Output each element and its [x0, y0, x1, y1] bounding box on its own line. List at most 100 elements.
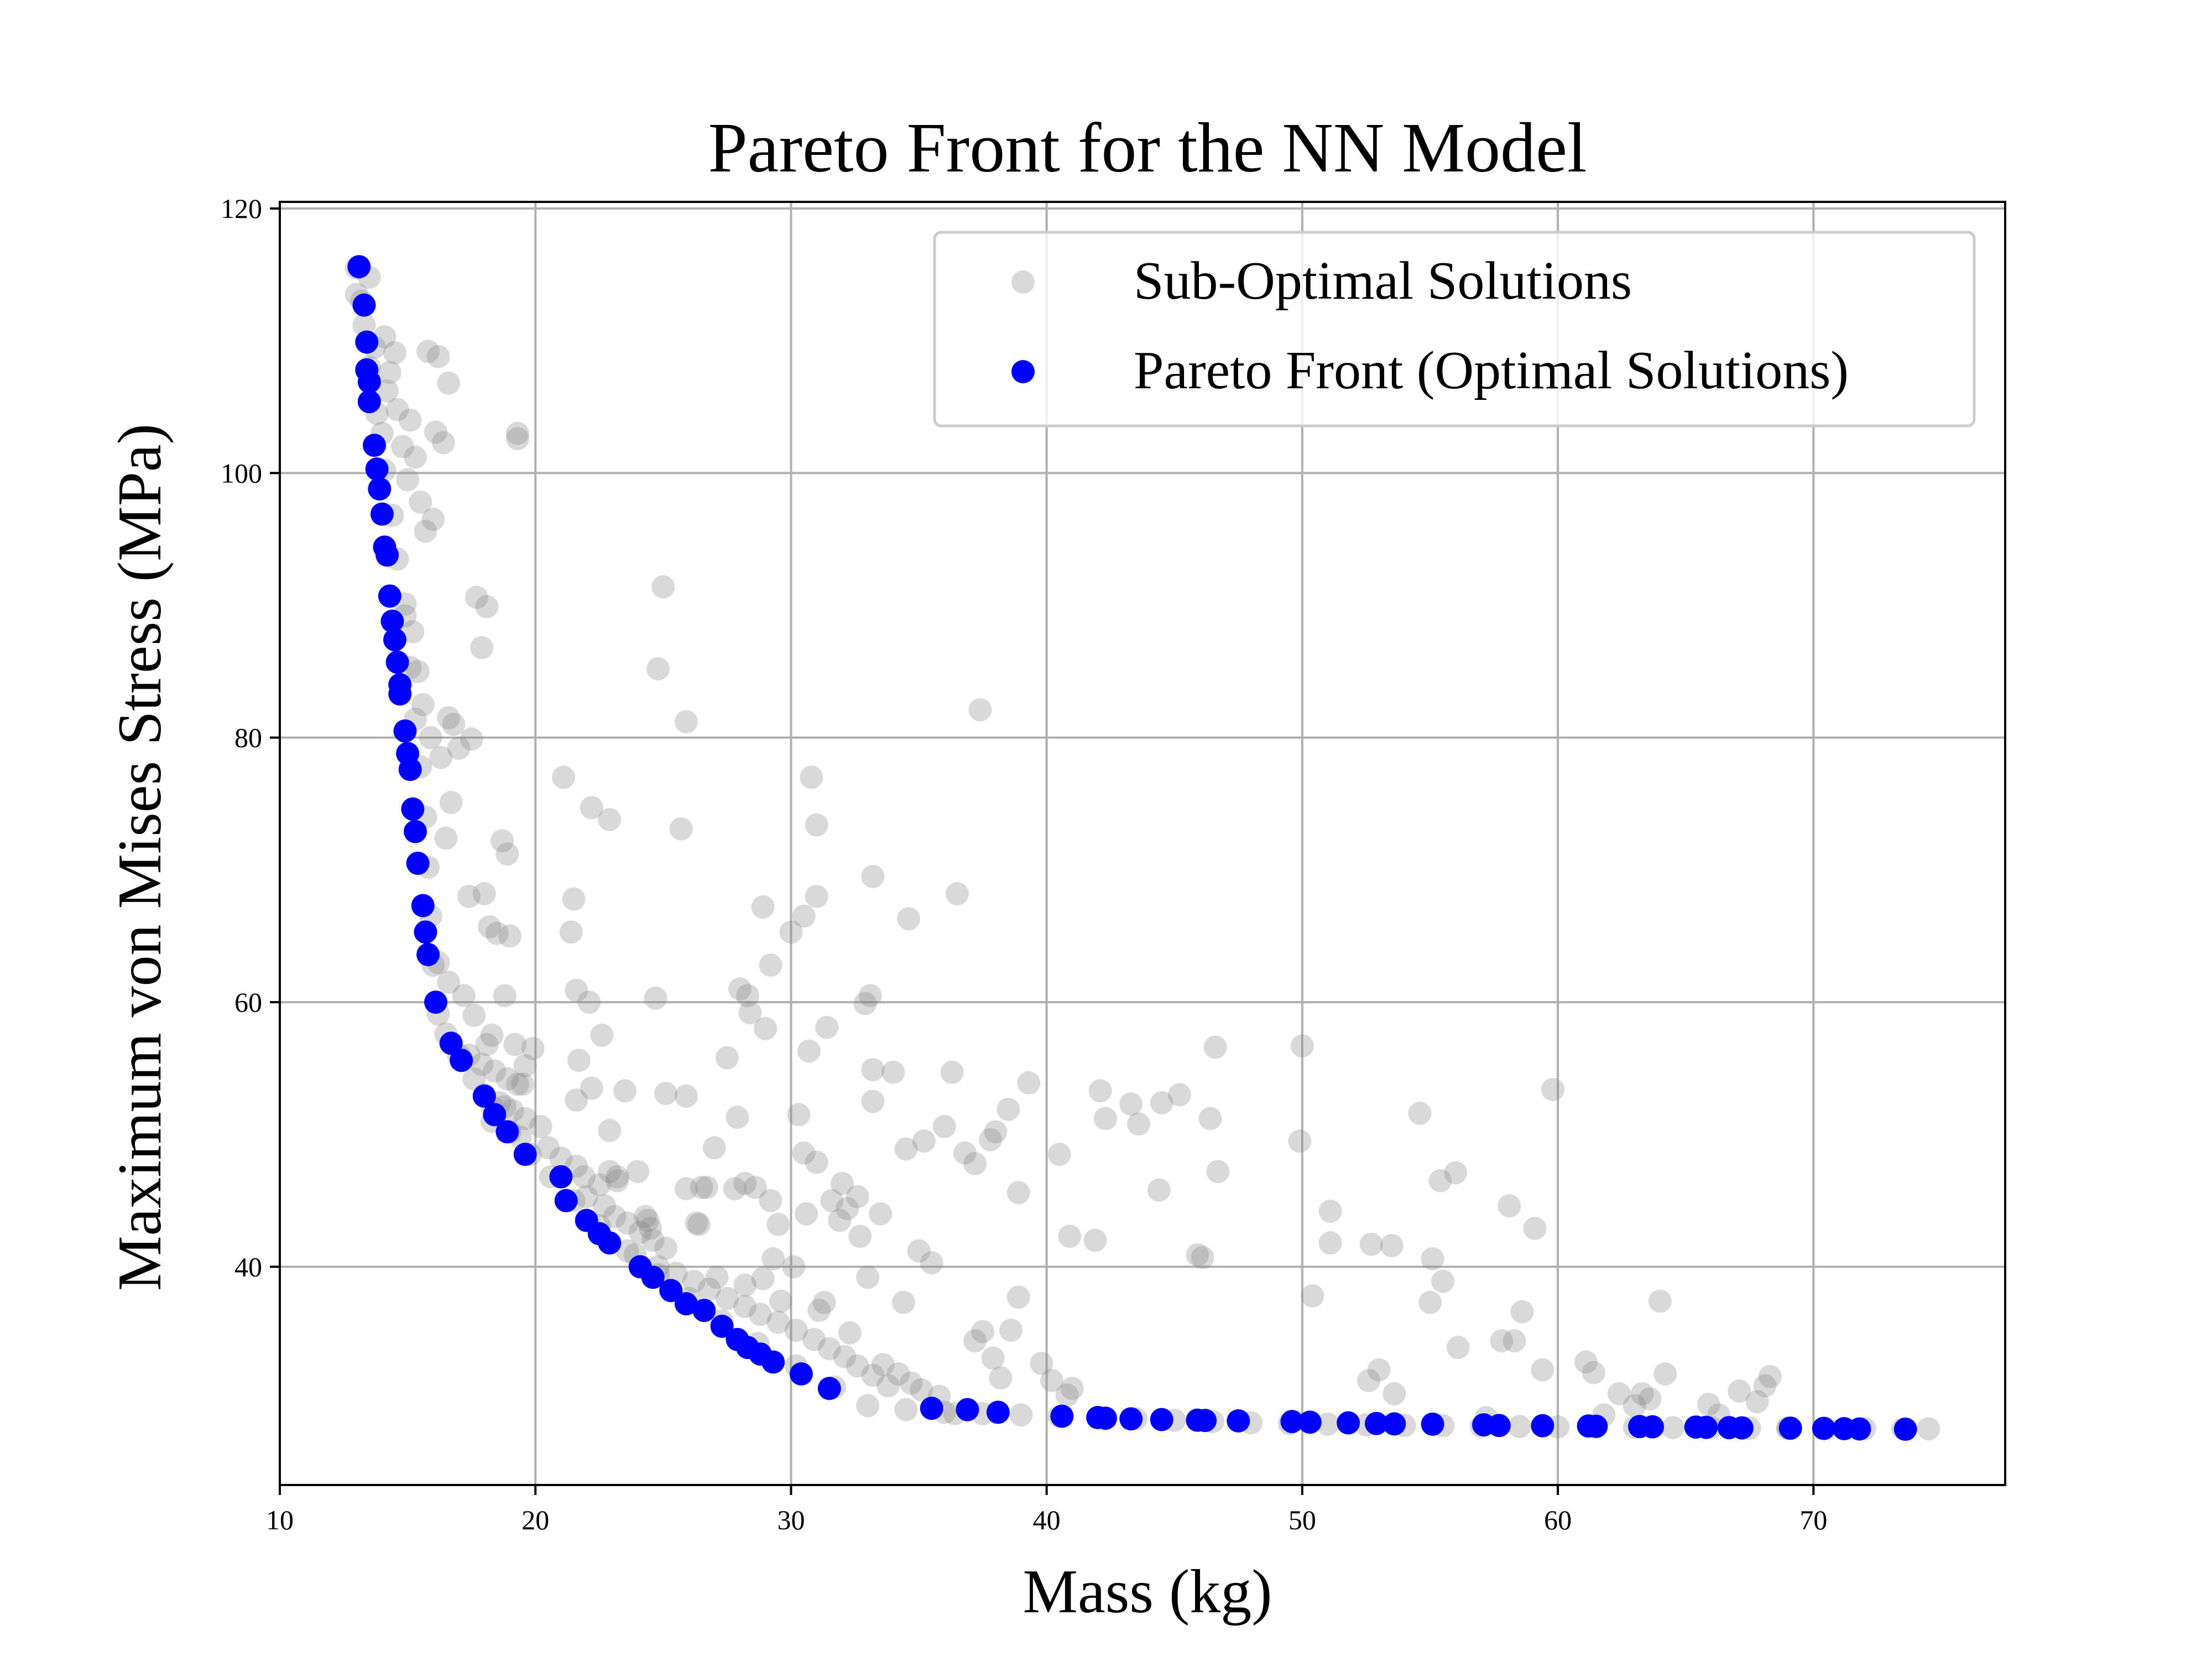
- pareto-point: [1280, 1410, 1304, 1434]
- suboptimal-point: [769, 1289, 792, 1313]
- suboptimal-point: [1444, 1161, 1468, 1185]
- pareto-point: [817, 1377, 841, 1400]
- pareto-point: [375, 543, 399, 567]
- suboptimal-point: [1127, 1112, 1151, 1136]
- suboptimal-point: [815, 1015, 839, 1039]
- pareto-point: [416, 942, 440, 966]
- suboptimal-point: [495, 842, 519, 866]
- suboptimal-point: [735, 984, 759, 1008]
- suboptimal-point: [606, 1169, 629, 1192]
- x-tick-label: 60: [1544, 1504, 1572, 1535]
- suboptimal-point: [437, 706, 461, 730]
- suboptimal-point: [968, 698, 992, 722]
- y-axis-label: Maximum von Mises Stress (MPa): [106, 424, 174, 1291]
- suboptimal-point: [853, 992, 877, 1015]
- suboptimal-point: [1510, 1300, 1534, 1324]
- suboptimal-point: [723, 1177, 747, 1201]
- suboptimal-point: [812, 1290, 836, 1314]
- suboptimal-point: [565, 978, 588, 1002]
- suboptimal-point: [1288, 1129, 1312, 1153]
- pareto-point: [383, 628, 406, 652]
- suboptimal-point: [1541, 1077, 1564, 1101]
- pareto-point: [370, 502, 394, 526]
- pareto-point: [1778, 1416, 1802, 1440]
- suboptimal-point: [871, 1353, 895, 1377]
- pareto-point: [495, 1120, 519, 1144]
- suboptimal-point: [421, 508, 445, 531]
- suboptimal-point: [891, 1290, 915, 1314]
- suboptimal-point: [409, 490, 432, 514]
- suboptimal-point: [352, 313, 376, 337]
- suboptimal-point: [1507, 1415, 1531, 1439]
- suboptimal-point: [802, 1327, 826, 1351]
- plot-points: [345, 255, 1940, 1441]
- pareto-point: [411, 894, 435, 918]
- suboptimal-point: [580, 1076, 603, 1100]
- suboptimal-point: [787, 1103, 811, 1127]
- suboptimal-point: [728, 977, 752, 1001]
- pareto-point: [393, 719, 417, 743]
- suboptimal-point: [529, 1114, 552, 1138]
- suboptimal-point: [1503, 1329, 1526, 1353]
- pareto-point: [659, 1279, 683, 1302]
- suboptimal-point: [869, 1202, 893, 1226]
- suboptimal-point: [733, 1295, 757, 1319]
- suboptimal-point: [378, 361, 401, 384]
- suboptimal-point: [1753, 1374, 1777, 1398]
- suboptimal-point: [687, 1212, 711, 1236]
- suboptimal-point: [1060, 1377, 1084, 1400]
- pareto-point: [398, 758, 422, 781]
- suboptimal-point: [465, 586, 488, 609]
- suboptimal-point: [478, 915, 501, 939]
- y-tick-label: 100: [221, 457, 262, 488]
- suboptimal-point: [580, 796, 603, 820]
- suboptimal-point: [685, 1211, 708, 1235]
- suboptimal-point: [846, 1185, 869, 1208]
- suboptimal-point: [1006, 1285, 1030, 1309]
- pareto-point: [414, 920, 437, 944]
- suboptimal-point: [953, 1141, 977, 1165]
- suboptimal-point: [439, 790, 463, 814]
- suboptimal-point: [705, 1265, 729, 1289]
- suboptimal-point: [495, 1067, 519, 1091]
- suboptimal-point: [411, 692, 435, 716]
- pareto-point: [598, 1231, 622, 1255]
- suboptimal-point: [702, 1136, 726, 1160]
- suboptimal-point: [690, 1175, 713, 1199]
- suboptimal-point: [401, 620, 425, 644]
- suboptimal-point: [782, 1255, 806, 1279]
- suboptimal-point: [1198, 1107, 1222, 1130]
- suboptimal-point: [912, 1129, 936, 1153]
- x-tick-label: 20: [521, 1504, 549, 1535]
- suboptimal-point: [861, 864, 885, 888]
- suboptimal-point: [800, 765, 823, 789]
- pareto-point: [380, 609, 404, 633]
- suboptimal-point: [1383, 1382, 1406, 1405]
- pareto-point: [1383, 1412, 1406, 1436]
- pareto-point: [1298, 1410, 1322, 1434]
- suboptimal-point: [470, 636, 494, 659]
- suboptimal-point: [1608, 1382, 1631, 1405]
- suboptimal-point: [984, 1120, 1008, 1144]
- suboptimal-point: [434, 826, 458, 850]
- suboptimal-point: [406, 660, 430, 684]
- pareto-point: [1193, 1409, 1217, 1432]
- suboptimal-point: [1359, 1232, 1383, 1256]
- suboptimal-point: [940, 1060, 964, 1084]
- suboptimal-point: [503, 1033, 527, 1056]
- pareto-point: [554, 1189, 578, 1212]
- suboptimal-point: [472, 882, 496, 905]
- suboptimal-point: [920, 1251, 943, 1275]
- legend-label-pareto: Pareto Front (Optimal Solutions): [1134, 341, 1849, 400]
- suboptimal-point: [1630, 1382, 1654, 1405]
- suboptimal-point: [447, 736, 471, 760]
- suboptimal-point: [1047, 1143, 1071, 1166]
- suboptimal-point: [1638, 1387, 1662, 1411]
- pareto-point: [1584, 1414, 1608, 1438]
- suboptimal-point: [674, 1177, 698, 1201]
- pareto-point: [404, 820, 427, 843]
- pareto-point: [363, 434, 386, 457]
- suboptimal-point: [457, 884, 481, 908]
- suboptimal-point: [593, 1194, 616, 1218]
- pareto-point: [1150, 1408, 1173, 1431]
